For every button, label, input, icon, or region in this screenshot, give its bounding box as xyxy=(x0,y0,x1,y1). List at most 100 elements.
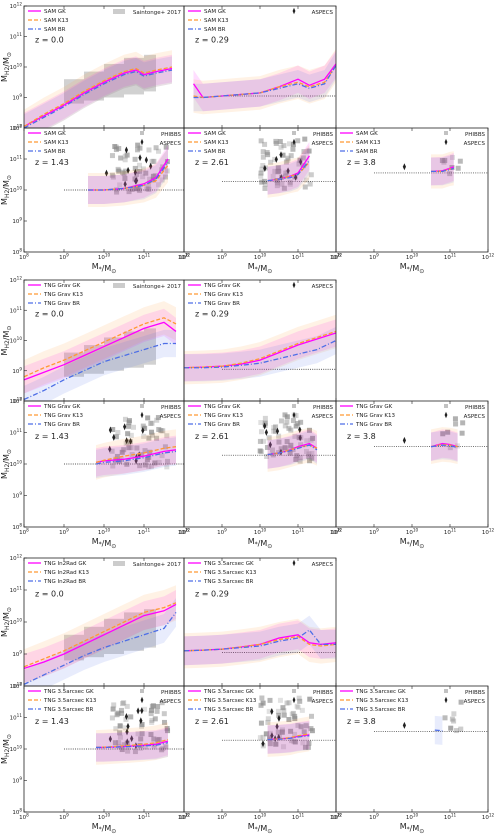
band-tng-grav-gk xyxy=(24,308,176,394)
x-tick-label: 1011 xyxy=(292,813,305,822)
legend-swatch-aspecs xyxy=(140,138,144,146)
phibbs-point xyxy=(272,156,278,162)
aspecs-point xyxy=(136,707,140,715)
phibbs-point xyxy=(132,749,138,755)
phibbs-point xyxy=(125,431,131,437)
legend-entry: ASPECS xyxy=(312,562,334,568)
phibbs-point xyxy=(298,419,304,425)
y-tick-label: 1011 xyxy=(10,586,23,595)
aspecs-point xyxy=(125,437,129,445)
legend-entry: TNG Grav BR xyxy=(355,422,392,428)
legend-entry: TNG Grav GK xyxy=(203,404,241,410)
phibbs-point xyxy=(262,420,268,426)
y-tick-label: 1010 xyxy=(10,63,23,72)
x-tick-label: 1012 xyxy=(178,253,191,262)
legend-swatch-aspecs xyxy=(140,696,144,704)
band-sam-k13 xyxy=(193,48,336,115)
aspecs-point xyxy=(264,428,268,436)
phibbs-point xyxy=(308,172,314,178)
x-tick-label: 1010 xyxy=(406,528,419,537)
legend-entry: ASPECS xyxy=(312,10,334,16)
legend-entry: TNG 3.5arcsec K13 xyxy=(203,570,257,576)
aspecs-point xyxy=(268,441,272,449)
phibbs-point xyxy=(284,419,290,425)
legend-entry: TNG 3.5arcsec GK xyxy=(203,561,254,567)
legend-entry: ASPECS xyxy=(464,141,486,147)
line-sam-k13 xyxy=(24,66,173,128)
phibbs-point xyxy=(117,723,123,729)
legend-swatch-phibbs xyxy=(444,404,448,408)
phibbs-point xyxy=(270,173,276,179)
phibbs-point xyxy=(283,159,289,165)
phibbs-point xyxy=(439,158,445,164)
phibbs-point xyxy=(288,728,294,734)
legend-entry: SAM K13 xyxy=(44,18,69,24)
legend-entry: TNG In2Rad BR xyxy=(43,579,86,585)
phibbs-point xyxy=(258,449,264,455)
phibbs-point xyxy=(124,461,130,467)
x-tick-label: 1012 xyxy=(178,528,191,537)
phibbs-point xyxy=(305,744,311,750)
x-tick-label: 1010 xyxy=(98,253,111,262)
aspecs-point xyxy=(270,732,274,740)
legend-entry: PHIBBS xyxy=(313,690,334,696)
x-tick-label: 108 xyxy=(19,813,29,822)
phibbs-point xyxy=(123,440,129,446)
phibbs-point xyxy=(276,433,282,439)
phibbs-point xyxy=(125,748,131,754)
x-tick-label: 109 xyxy=(217,813,227,822)
band-sam-k13 xyxy=(88,148,168,208)
phibbs-point xyxy=(295,704,301,710)
x-tick-label: 1012 xyxy=(330,528,343,537)
z-label: z = 1.43 xyxy=(35,158,69,167)
band-tng-3-5arcsec-gk xyxy=(267,720,310,754)
phibbs-point xyxy=(282,445,288,451)
phibbs-point xyxy=(135,142,141,148)
y-tick-label: 109 xyxy=(12,491,22,500)
phibbs-point xyxy=(290,146,296,152)
phibbs-point xyxy=(156,459,162,465)
phibbs-point xyxy=(447,445,453,451)
y-tick-label: 1012 xyxy=(10,397,23,406)
band-tng-3-5arcsec-k13 xyxy=(184,618,336,669)
phibbs-point xyxy=(278,418,284,424)
x-tick-label: 1011 xyxy=(444,253,457,262)
phibbs-point xyxy=(140,166,146,172)
legend-entry: SAM GK xyxy=(356,131,378,137)
phibbs-point xyxy=(258,170,264,176)
x-axis-label: M*/M⊙ xyxy=(400,537,425,550)
phibbs-point xyxy=(450,154,456,160)
legend-entry: SAM BR xyxy=(356,149,378,155)
legend-entry: TNG Grav BR xyxy=(203,422,240,428)
phibbs-point xyxy=(128,432,134,438)
phibbs-point xyxy=(273,741,279,747)
x-tick-label: 108 xyxy=(179,528,189,537)
phibbs-point xyxy=(307,458,313,464)
aspecs-point xyxy=(299,158,303,166)
phibbs-point xyxy=(142,744,148,750)
phibbs-point xyxy=(122,416,128,422)
phibbs-point xyxy=(280,705,286,711)
legend-entry: TNG 3.5arcsec GK xyxy=(355,689,406,695)
aspecs-point xyxy=(286,167,290,175)
y-tick-label: 108 xyxy=(12,397,22,406)
phibbs-point xyxy=(289,738,295,744)
phibbs-point xyxy=(142,448,148,454)
band-tng-grav-k13 xyxy=(96,429,176,480)
line-sam-br xyxy=(24,69,173,128)
aspecs-point xyxy=(124,713,129,721)
phibbs-point xyxy=(156,182,162,188)
phibbs-point xyxy=(152,460,158,466)
y-tick-label: 109 xyxy=(12,650,22,659)
phibbs-point xyxy=(278,446,284,452)
phibbs-point xyxy=(460,420,466,426)
phibbs-point xyxy=(300,155,306,161)
line-tng-3-5arcsec-br xyxy=(267,735,310,741)
legend-entry: TNG Grav GK xyxy=(43,404,81,410)
x-tick-label: 1011 xyxy=(138,813,151,822)
y-tick-label: 1010 xyxy=(10,618,23,627)
phibbs-point xyxy=(271,428,277,434)
phibbs-point xyxy=(280,152,286,158)
phibbs-point xyxy=(139,723,145,729)
legend-entry: PHIBBS xyxy=(465,405,486,411)
